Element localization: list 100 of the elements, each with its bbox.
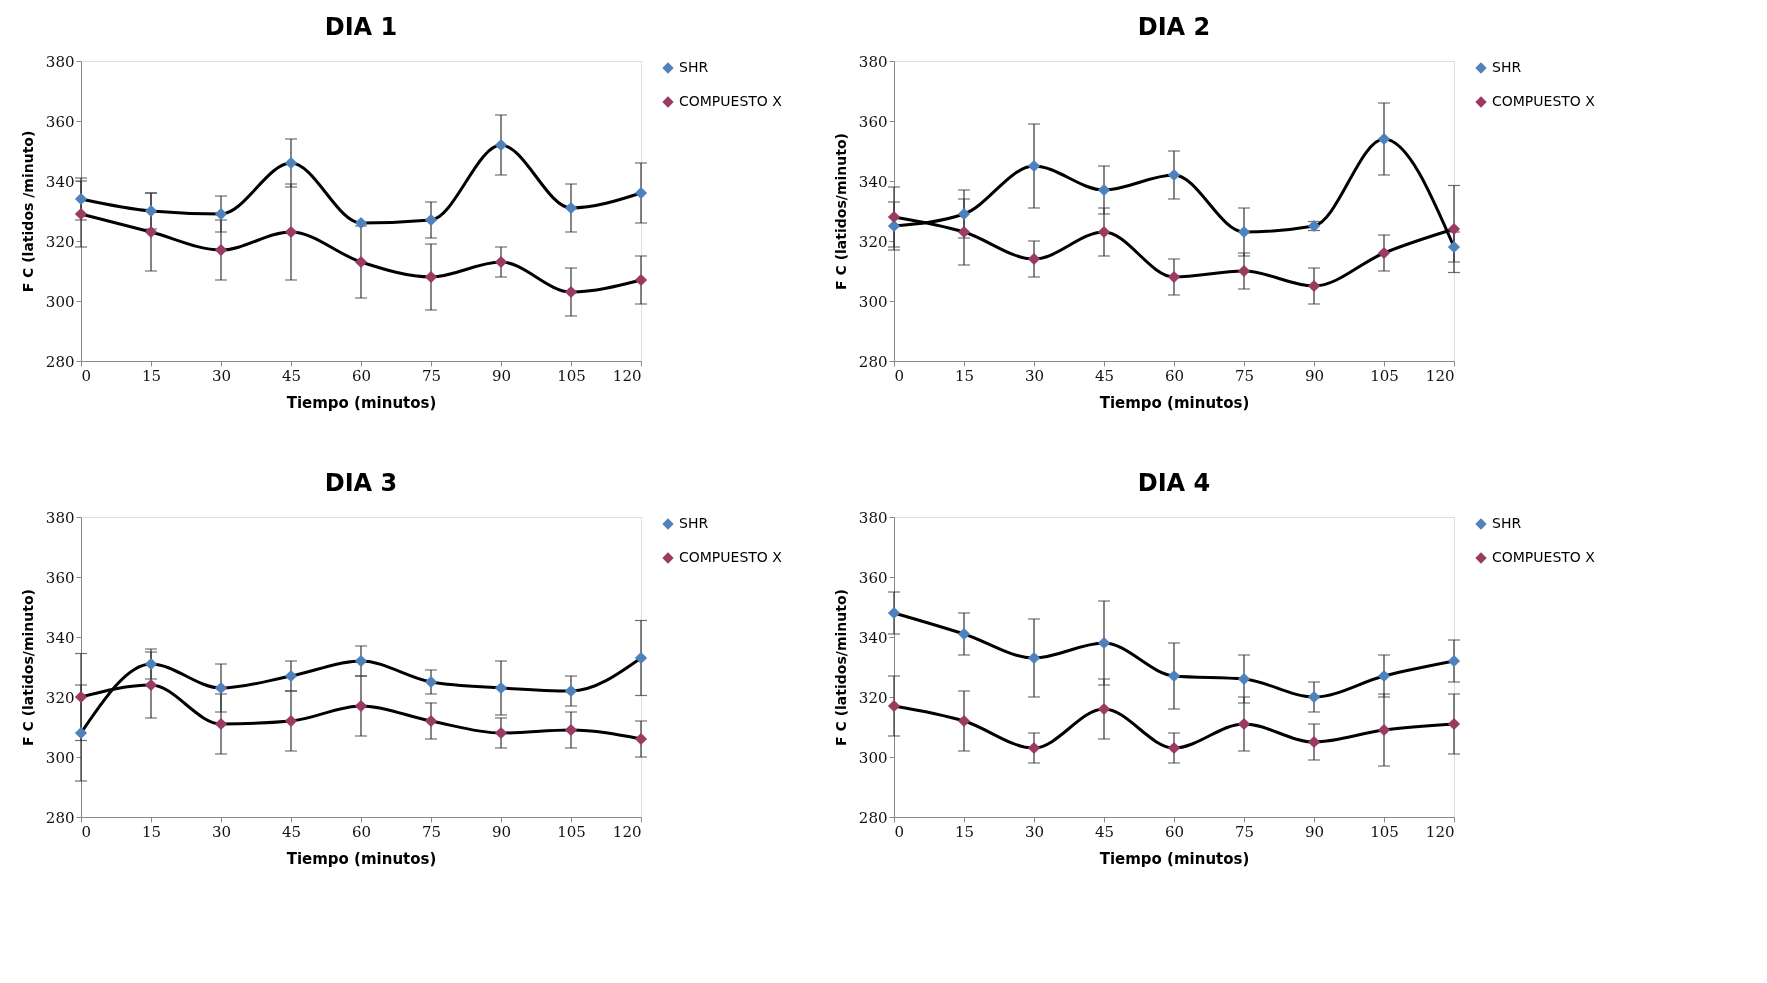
x-tick-label: 120 bbox=[612, 366, 642, 385]
y-axis-title: F C (latidos /minuto) bbox=[19, 130, 36, 293]
y-tick-label: 360 bbox=[45, 568, 75, 587]
point bbox=[887, 606, 901, 620]
point bbox=[144, 678, 158, 692]
x-tick-label: 45 bbox=[281, 822, 302, 841]
point bbox=[1167, 741, 1181, 755]
point bbox=[144, 204, 158, 218]
point bbox=[494, 138, 508, 152]
point bbox=[494, 255, 508, 269]
x-tick-label: 75 bbox=[1234, 366, 1255, 385]
y-tick-label: 280 bbox=[45, 352, 75, 371]
point bbox=[634, 651, 648, 665]
x-tick-label: 120 bbox=[1425, 822, 1455, 841]
chart-title: DIA 4 bbox=[1137, 469, 1211, 497]
x-tick-label: 15 bbox=[141, 822, 162, 841]
x-tick-label: 105 bbox=[1370, 822, 1399, 841]
point bbox=[1307, 279, 1321, 293]
x-axis-title: Tiempo (minutos) bbox=[286, 849, 437, 868]
x-tick-label: 90 bbox=[491, 366, 512, 385]
point bbox=[284, 225, 298, 239]
point bbox=[74, 726, 88, 740]
point bbox=[634, 186, 648, 200]
legend-label: SHR bbox=[1492, 515, 1522, 531]
point bbox=[564, 201, 578, 215]
point bbox=[74, 690, 88, 704]
y-tick-label: 380 bbox=[45, 52, 75, 71]
point bbox=[957, 225, 971, 239]
point bbox=[284, 669, 298, 683]
legend-label: COMPUESTO X bbox=[1492, 549, 1596, 565]
y-tick-label: 300 bbox=[45, 748, 75, 767]
point bbox=[424, 213, 438, 227]
x-tick-label: 60 bbox=[1164, 822, 1185, 841]
y-tick-label: 380 bbox=[45, 508, 75, 527]
y-tick-label: 280 bbox=[858, 808, 888, 827]
x-tick-label: 45 bbox=[1094, 366, 1115, 385]
point bbox=[1097, 183, 1111, 197]
point bbox=[214, 243, 228, 257]
point bbox=[1447, 222, 1461, 236]
y-tick-label: 360 bbox=[858, 568, 888, 587]
point bbox=[284, 156, 298, 170]
y-tick-label: 360 bbox=[45, 112, 75, 131]
point bbox=[424, 270, 438, 284]
point bbox=[1027, 252, 1041, 266]
point bbox=[1027, 741, 1041, 755]
point bbox=[74, 207, 88, 221]
x-tick-label: 120 bbox=[1425, 366, 1455, 385]
point bbox=[634, 273, 648, 287]
legend-label: SHR bbox=[679, 59, 709, 75]
chart-title: DIA 3 bbox=[324, 469, 398, 497]
x-tick-label: 105 bbox=[1370, 366, 1399, 385]
y-tick-label: 340 bbox=[45, 628, 75, 647]
point bbox=[1097, 702, 1111, 716]
y-tick-label: 340 bbox=[45, 172, 75, 191]
point bbox=[424, 675, 438, 689]
point bbox=[1377, 669, 1391, 683]
x-tick-label: 60 bbox=[1164, 366, 1185, 385]
y-tick-label: 320 bbox=[45, 232, 75, 251]
chart-title: DIA 1 bbox=[324, 13, 398, 41]
point bbox=[1447, 240, 1461, 254]
x-tick-label: 105 bbox=[557, 366, 586, 385]
point bbox=[354, 216, 368, 230]
x-tick-label: 30 bbox=[211, 366, 232, 385]
point bbox=[214, 207, 228, 221]
x-tick-label: 0 bbox=[894, 822, 905, 841]
point bbox=[1237, 672, 1251, 686]
point bbox=[1167, 168, 1181, 182]
point bbox=[144, 657, 158, 671]
x-tick-label: 0 bbox=[81, 366, 92, 385]
y-tick-label: 360 bbox=[858, 112, 888, 131]
y-tick-label: 280 bbox=[45, 808, 75, 827]
y-tick-label: 340 bbox=[858, 172, 888, 191]
x-tick-label: 105 bbox=[557, 822, 586, 841]
point bbox=[1097, 225, 1111, 239]
point bbox=[564, 723, 578, 737]
chart-title: DIA 2 bbox=[1137, 13, 1211, 41]
point bbox=[957, 714, 971, 728]
point bbox=[1167, 669, 1181, 683]
point bbox=[494, 726, 508, 740]
y-tick-label: 300 bbox=[858, 748, 888, 767]
point bbox=[494, 681, 508, 695]
x-tick-label: 15 bbox=[954, 366, 975, 385]
x-tick-label: 45 bbox=[1094, 822, 1115, 841]
y-tick-label: 340 bbox=[858, 628, 888, 647]
point bbox=[957, 207, 971, 221]
point bbox=[284, 714, 298, 728]
point bbox=[1377, 132, 1391, 146]
x-tick-label: 90 bbox=[491, 822, 512, 841]
y-tick-label: 300 bbox=[858, 292, 888, 311]
x-tick-label: 30 bbox=[1024, 822, 1045, 841]
x-tick-label: 45 bbox=[281, 366, 302, 385]
point bbox=[1097, 636, 1111, 650]
x-tick-label: 60 bbox=[351, 366, 372, 385]
point bbox=[354, 255, 368, 269]
legend-label: COMPUESTO X bbox=[679, 93, 783, 109]
point bbox=[214, 717, 228, 731]
x-tick-label: 0 bbox=[81, 822, 92, 841]
point bbox=[1237, 717, 1251, 731]
point bbox=[144, 225, 158, 239]
y-tick-label: 320 bbox=[858, 232, 888, 251]
